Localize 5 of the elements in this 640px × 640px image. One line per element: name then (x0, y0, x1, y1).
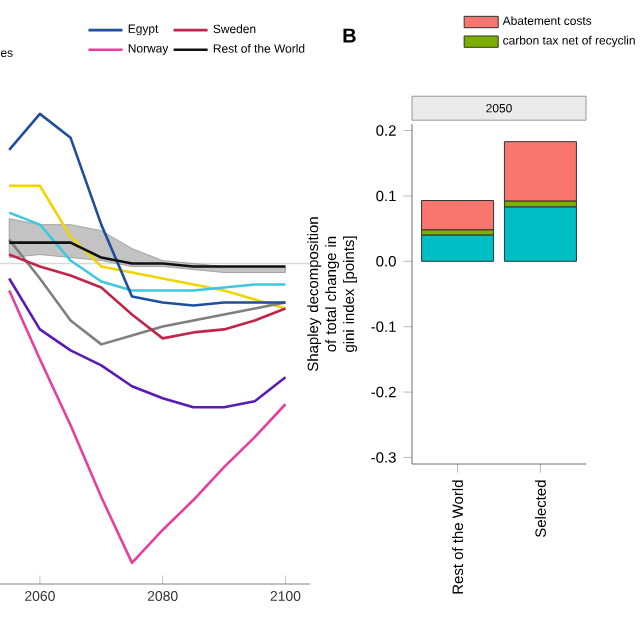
bar (421, 234, 495, 262)
bar (421, 200, 495, 231)
bar (503, 141, 577, 202)
bar (503, 206, 577, 262)
chart-title: B (343, 28, 356, 43)
